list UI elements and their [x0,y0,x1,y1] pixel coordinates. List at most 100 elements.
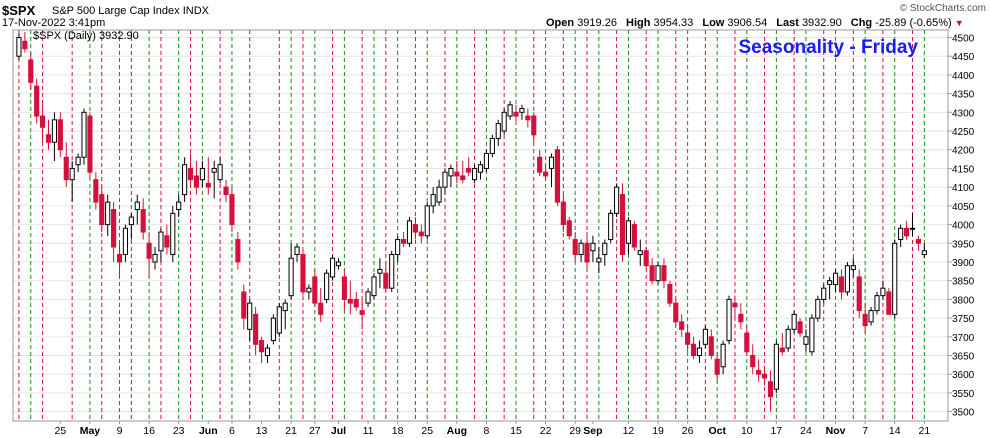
y-tick-label: 4450 [952,52,975,63]
candle-body [543,171,549,177]
candle-body [93,179,99,203]
index-full-name: S&P 500 Large Cap Index [52,5,180,17]
candles [16,31,927,412]
candle-body [241,291,247,319]
candle-body [377,268,383,274]
candle-body [253,313,259,345]
candle-body [614,186,620,214]
candle-body [63,156,69,181]
y-tick-label: 3900 [952,258,975,269]
candle-body [608,212,614,241]
candle-body [81,111,87,158]
exchange-label: INDX [182,5,209,17]
candle-body [554,149,561,203]
candle-body [773,343,779,390]
candle-body [22,40,28,50]
candle-body [347,298,353,304]
candle-body [590,242,596,252]
candle-body [619,194,626,255]
candle-body [637,250,643,255]
ohlc-summary: Open 3919.26 High 3954.33 Low 3906.54 La… [546,17,964,29]
candle-body [702,328,708,345]
x-tick-label: 23 [173,425,185,437]
y-tick-label: 4300 [952,108,975,119]
x-tick-label: 29 [569,425,581,437]
change-value: -25.89 (-0.65%) [875,17,952,29]
candle-body [199,167,205,181]
candle-body [685,332,691,345]
candle-body [690,343,697,357]
candle-body [146,242,152,259]
y-axis: 3500 3550 3600 3650 3700 3750 3800 3850 3900 3950… [948,33,975,419]
down-triangle-icon: ▼ [954,18,964,28]
candle-body [205,182,211,188]
candle-body [661,265,667,282]
candle-body [892,242,898,315]
candle-body [673,302,679,323]
candle-body [164,235,170,248]
x-tick-label: 9 [117,425,123,437]
candle-body [442,171,448,188]
x-tick-label: 21 [918,425,930,437]
candle-body [111,209,117,248]
candle-body [898,227,904,241]
candle-body [714,358,720,375]
candle-body [643,250,649,267]
candle-body [809,317,815,353]
x-tick-label: 15 [510,425,522,437]
candle-body [294,246,300,255]
candle-body [921,250,927,255]
candle-body [584,242,590,263]
candle-body [75,156,81,166]
candle-body [827,280,833,285]
candle-body [477,164,484,173]
candle-body [406,220,413,244]
candle-body [696,347,703,357]
x-tick-label: 8 [483,425,489,437]
y-tick-label: 4350 [952,90,975,101]
y-tick-label: 3600 [952,370,975,381]
candle-body [187,167,194,181]
y-tick-label: 3950 [952,239,975,250]
candle-body [341,276,347,300]
candle-body [211,167,217,173]
candle-body [495,123,501,140]
candle-body [176,201,182,211]
candle-body [140,209,146,233]
candle-body [803,336,809,345]
candle-body [886,291,892,315]
candle-body [507,104,513,117]
candle-body [383,272,389,289]
candle-body [531,115,537,136]
index-name: S&P 500 Large Cap Index INDX [52,5,209,17]
x-tick-label: 25 [421,425,433,437]
candle-body [667,283,673,304]
candle-body [850,265,856,270]
candle-body [489,138,495,154]
seasonality-title: Seasonality - Friday [738,37,918,58]
candle-body [276,306,282,334]
candle-body [312,276,318,304]
x-axis: 25 May 9 16 23 Jun 6 13 21 27 Jul 11 18 25 Aug 8 15 22 29 S… [54,421,930,437]
last-value: 3932.90 [801,17,842,29]
candle-body [596,257,602,263]
x-tick-label: Oct [708,425,726,437]
candle-body [128,216,134,226]
candle-body [513,111,519,117]
candle-body [726,298,732,342]
x-tick-label: 24 [800,425,812,437]
candle-body [519,108,525,113]
y-tick-label: 3650 [952,352,975,363]
candle-body [679,321,685,330]
y-tick-label: 3700 [952,333,975,344]
candle-body [424,205,430,237]
candle-body [99,194,105,226]
candle-body [572,239,578,255]
candle-body [750,355,756,368]
candle-body [229,194,235,226]
candle-body [324,272,330,300]
x-tick-label: Jul [331,425,346,437]
y-tick-label: 3550 [952,389,975,400]
candle-body [631,224,637,248]
